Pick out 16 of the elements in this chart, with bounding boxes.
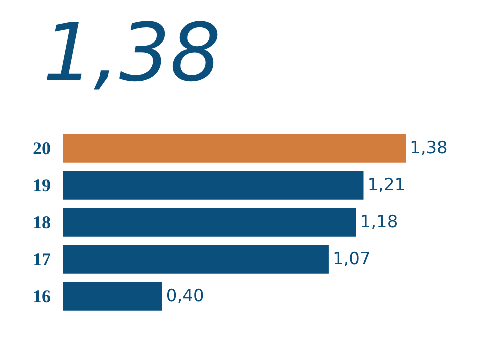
y-tick-label: 16 [33, 286, 51, 306]
chart-title: 1,38 [43, 6, 222, 100]
y-tick-label: 18 [33, 212, 51, 232]
y-tick-label: 20 [33, 138, 51, 158]
data-label: 0,40 [166, 286, 204, 306]
y-tick-label: 19 [33, 176, 51, 196]
bar [63, 208, 356, 237]
y-tick-label: 17 [33, 250, 51, 270]
data-label: 1,07 [332, 250, 371, 270]
data-label: 1,38 [410, 138, 448, 158]
bar [63, 134, 406, 163]
bar [63, 171, 364, 200]
bar [63, 245, 329, 274]
data-label: 1,18 [360, 212, 398, 232]
bar [63, 282, 162, 311]
data-label: 1,21 [368, 176, 406, 196]
